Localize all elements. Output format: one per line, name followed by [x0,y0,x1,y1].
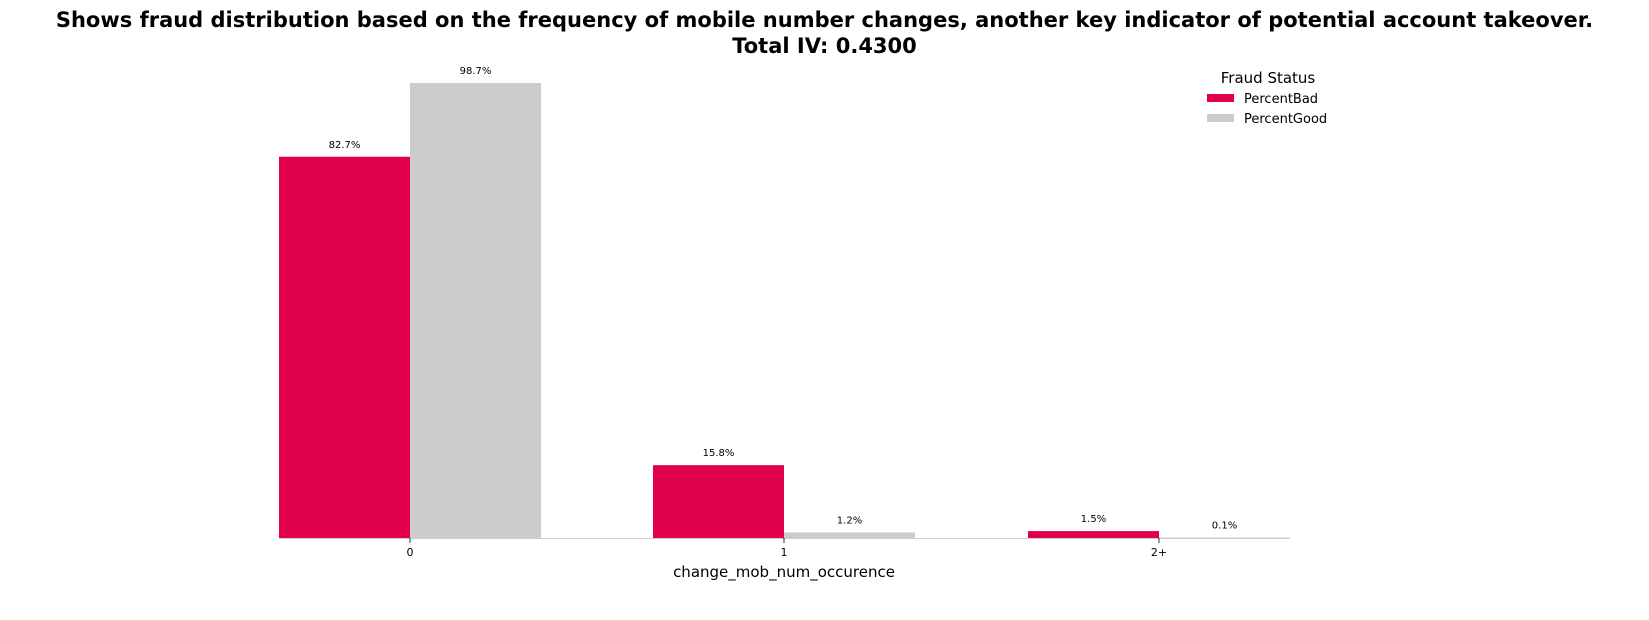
x-tick-label: 1 [781,546,788,559]
bar-labels-group: 82.7% 98.7% 15.8% 1.2% 1.5% 0.1% [329,66,1238,532]
legend-swatch-percentbad [1207,94,1234,102]
legend-label-percentbad: PercentBad [1244,92,1318,107]
legend-title: Fraud Status [1221,69,1316,87]
bar-percentgood-1 [784,532,915,538]
bar-value-label: 0.1% [1212,521,1237,532]
x-tick-label: 0 [407,546,414,559]
bar-percentbad-1 [653,465,784,538]
bar-percentgood-0 [410,83,541,538]
legend-label-percentgood: PercentGood [1244,112,1327,127]
bar-percentgood-2 [1159,537,1290,539]
bar-value-label: 1.2% [837,515,862,526]
bar-percentbad-0 [279,156,410,539]
x-tick-label: 2+ [1151,546,1167,559]
legend-swatch-percentgood [1207,114,1234,122]
x-axis-label: change_mob_num_occurence [673,563,895,582]
chart-subtitle-iv: Total IV: 0.4300 [732,34,917,58]
bar-value-label: 98.7% [460,66,492,77]
bar-value-label: 82.7% [329,140,361,151]
bars-group [279,83,1290,539]
bar-value-label: 1.5% [1081,514,1106,525]
legend: Fraud Status PercentBad PercentGood [1207,69,1327,127]
chart-title: Shows fraud distribution based on the fr… [55,8,1594,32]
x-ticks-group: 0 1 2+ [407,538,1167,559]
bar-percentbad-2 [1028,531,1159,538]
bar-value-label: 15.8% [703,448,735,459]
